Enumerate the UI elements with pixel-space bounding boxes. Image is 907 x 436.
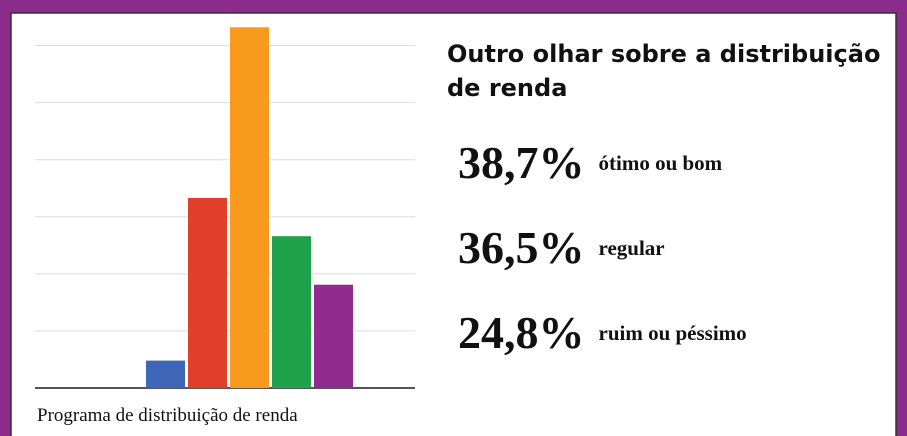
panel-title: Outro olhar sobre a distribuição: [447, 40, 880, 68]
stat-value: 36,5%: [458, 222, 585, 273]
stat-value: 38,7%: [458, 137, 585, 188]
stat-label: regular: [599, 236, 665, 260]
bar: [272, 236, 311, 388]
bar: [146, 360, 185, 388]
panel-title: de renda: [447, 74, 567, 102]
stat-value: 24,8%: [458, 307, 585, 358]
bar: [314, 284, 353, 388]
stat-label: ruim ou péssimo: [599, 321, 747, 345]
caption: Programa de distribuição de renda: [37, 405, 298, 426]
bar: [188, 197, 227, 388]
bar: [230, 27, 269, 389]
stat-label: ótimo ou bom: [599, 151, 723, 175]
